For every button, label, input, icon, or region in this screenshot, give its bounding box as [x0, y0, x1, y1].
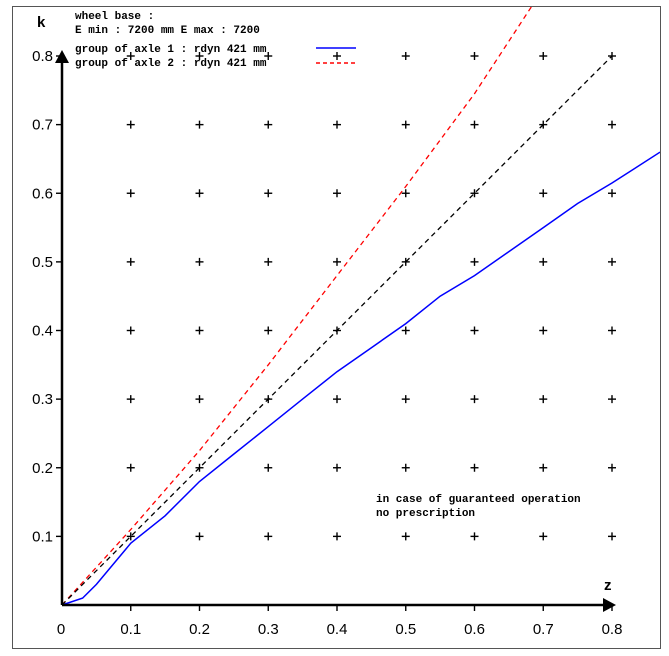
- axes: [60, 60, 606, 607]
- legend-label-series-2: group of axle 2 : rdyn 421 mm: [75, 58, 267, 70]
- y-axis-label: k: [37, 14, 46, 31]
- grid-marker: [608, 395, 616, 404]
- y-tick-label: 0.7: [32, 117, 53, 134]
- x-tick-label: 0.8: [602, 621, 623, 638]
- y-tick-label: 0.5: [32, 254, 53, 271]
- grid-marker: [539, 257, 548, 266]
- grid-marker: [608, 120, 616, 129]
- tick-labels: 0 0.1 0.2 0.3 0.4 0.5 0.6 0.7 0.8 0.1 0.2 0.3 0.4 0.5…: [32, 48, 622, 638]
- grid-marker: [264, 52, 273, 60]
- legend: group of axle 1 : rdyn 421 mm group of a…: [75, 44, 356, 70]
- grid-marker: [264, 532, 273, 541]
- x-tick-label: 0: [57, 621, 65, 638]
- annotation-line-1: in case of guaranteed operation: [376, 494, 581, 506]
- grid-marker: [539, 52, 548, 60]
- grid-marker: [608, 326, 616, 335]
- x-tick-label: 0.6: [464, 621, 485, 638]
- grid-marker: [470, 463, 479, 472]
- annotation-line-2: no prescription: [376, 508, 475, 520]
- x-tick-label: 0.7: [533, 621, 554, 638]
- y-tick-label: 0.8: [32, 48, 53, 65]
- grid-marker: [126, 395, 135, 404]
- grid-marker: [401, 120, 410, 129]
- reference-diagonal-line: [61, 55, 613, 606]
- grid-marker: [126, 532, 135, 541]
- grid-marker: [333, 52, 341, 60]
- series-layer: [61, 7, 660, 606]
- grid-marker: [333, 463, 341, 472]
- series-line-2: [61, 7, 533, 606]
- grid-marker: [539, 463, 548, 472]
- grid-marker: [401, 532, 410, 541]
- grid-marker: [126, 326, 135, 335]
- grid-marker: [195, 257, 204, 266]
- grid-marker: [401, 463, 410, 472]
- grid-marker: [333, 189, 341, 198]
- x-tick-label: 0.1: [120, 621, 141, 638]
- x-tick-label: 0.2: [189, 621, 210, 638]
- grid-marker: [608, 463, 616, 472]
- grid-marker: [608, 189, 616, 198]
- legend-label-series-1: group of axle 1 : rdyn 421 mm: [75, 44, 267, 56]
- grid-marker: [333, 257, 341, 266]
- grid-marker: [195, 52, 204, 60]
- grid-marker: [126, 189, 135, 198]
- series-line-1: [61, 151, 660, 606]
- grid-marker: [264, 257, 273, 266]
- grid-marker: [401, 257, 410, 266]
- grid-marker: [401, 52, 410, 60]
- grid-marker: [539, 326, 548, 335]
- grid-marker: [333, 120, 341, 129]
- y-tick-label: 0.2: [32, 460, 53, 477]
- grid-marker: [126, 120, 135, 129]
- grid-marker: [264, 463, 273, 472]
- grid-marker: [470, 532, 479, 541]
- x-axis-arrow: [603, 598, 616, 612]
- x-tick-label: 0.5: [395, 621, 416, 638]
- grid-marker: [126, 463, 135, 472]
- header-line-1: wheel base :: [75, 11, 154, 23]
- grid-marker: [470, 326, 479, 335]
- grid-marker: [470, 189, 479, 198]
- grid-marker: [264, 120, 273, 129]
- grid-marker: [539, 532, 548, 541]
- grid-marker: [195, 395, 204, 404]
- grid-marker: [401, 326, 410, 335]
- y-tick-label: 0.6: [32, 185, 53, 202]
- grid-marker: [264, 189, 273, 198]
- grid-marker: [401, 189, 410, 198]
- plot-frame: [12, 6, 661, 649]
- grid-marker: [126, 52, 135, 60]
- x-tick-label: 0.3: [258, 621, 279, 638]
- grid-marker: [608, 257, 616, 266]
- grid-marker: [195, 189, 204, 198]
- grid-marker: [401, 395, 410, 404]
- grid-marker: [195, 532, 204, 541]
- grid-marker: [333, 395, 341, 404]
- grid-marker: [195, 326, 204, 335]
- grid-marker: [333, 532, 341, 541]
- y-tick-label: 0.1: [32, 528, 53, 545]
- grid-marker: [470, 52, 479, 60]
- x-tick-label: 0.4: [327, 621, 348, 638]
- grid-marker: [608, 532, 616, 541]
- y-tick-label: 0.4: [32, 323, 53, 340]
- grid-marker: [195, 120, 204, 129]
- grid-marker: [470, 395, 479, 404]
- x-axis-label: z: [604, 577, 612, 594]
- grid-marker: [470, 120, 479, 129]
- grid-marker: [126, 257, 135, 266]
- header-line-2: E min : 7200 mm E max : 7200: [75, 25, 260, 37]
- grid-marker: [470, 257, 479, 266]
- grid-marker: [539, 189, 548, 198]
- grid-marker: [195, 463, 204, 472]
- grid-marker: [539, 395, 548, 404]
- y-tick-label: 0.3: [32, 391, 53, 408]
- grid-marker: [264, 326, 273, 335]
